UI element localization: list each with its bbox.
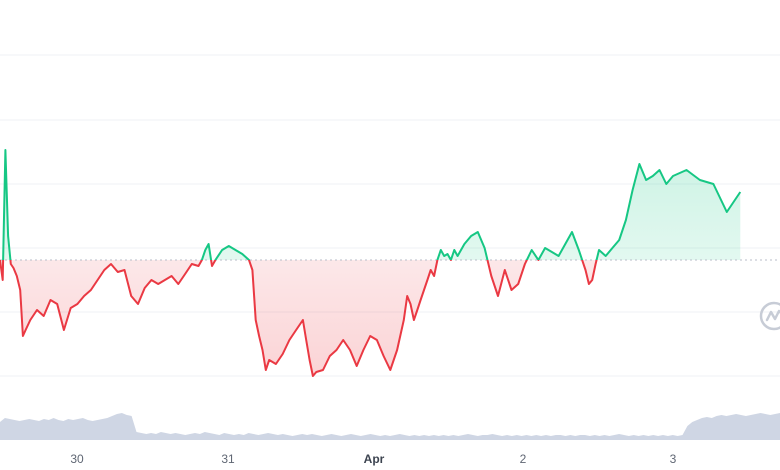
x-axis: 30 31 Apr 2 3 [70, 452, 676, 466]
x-tick-label: 30 [70, 452, 84, 466]
price-line-above [0, 149, 742, 260]
area-fills [0, 150, 741, 376]
price-line-below [0, 260, 598, 377]
volume-area [0, 413, 780, 440]
x-tick-label: 31 [221, 452, 235, 466]
x-tick-label: 2 [520, 452, 527, 466]
area-fill-below [0, 260, 741, 376]
x-tick-label: 3 [670, 452, 677, 466]
area-fill-above [0, 150, 741, 260]
volume-bars [0, 413, 780, 440]
price-lines [0, 149, 742, 377]
x-tick-label: Apr [364, 452, 385, 466]
watermark-logo-icon [759, 301, 780, 331]
